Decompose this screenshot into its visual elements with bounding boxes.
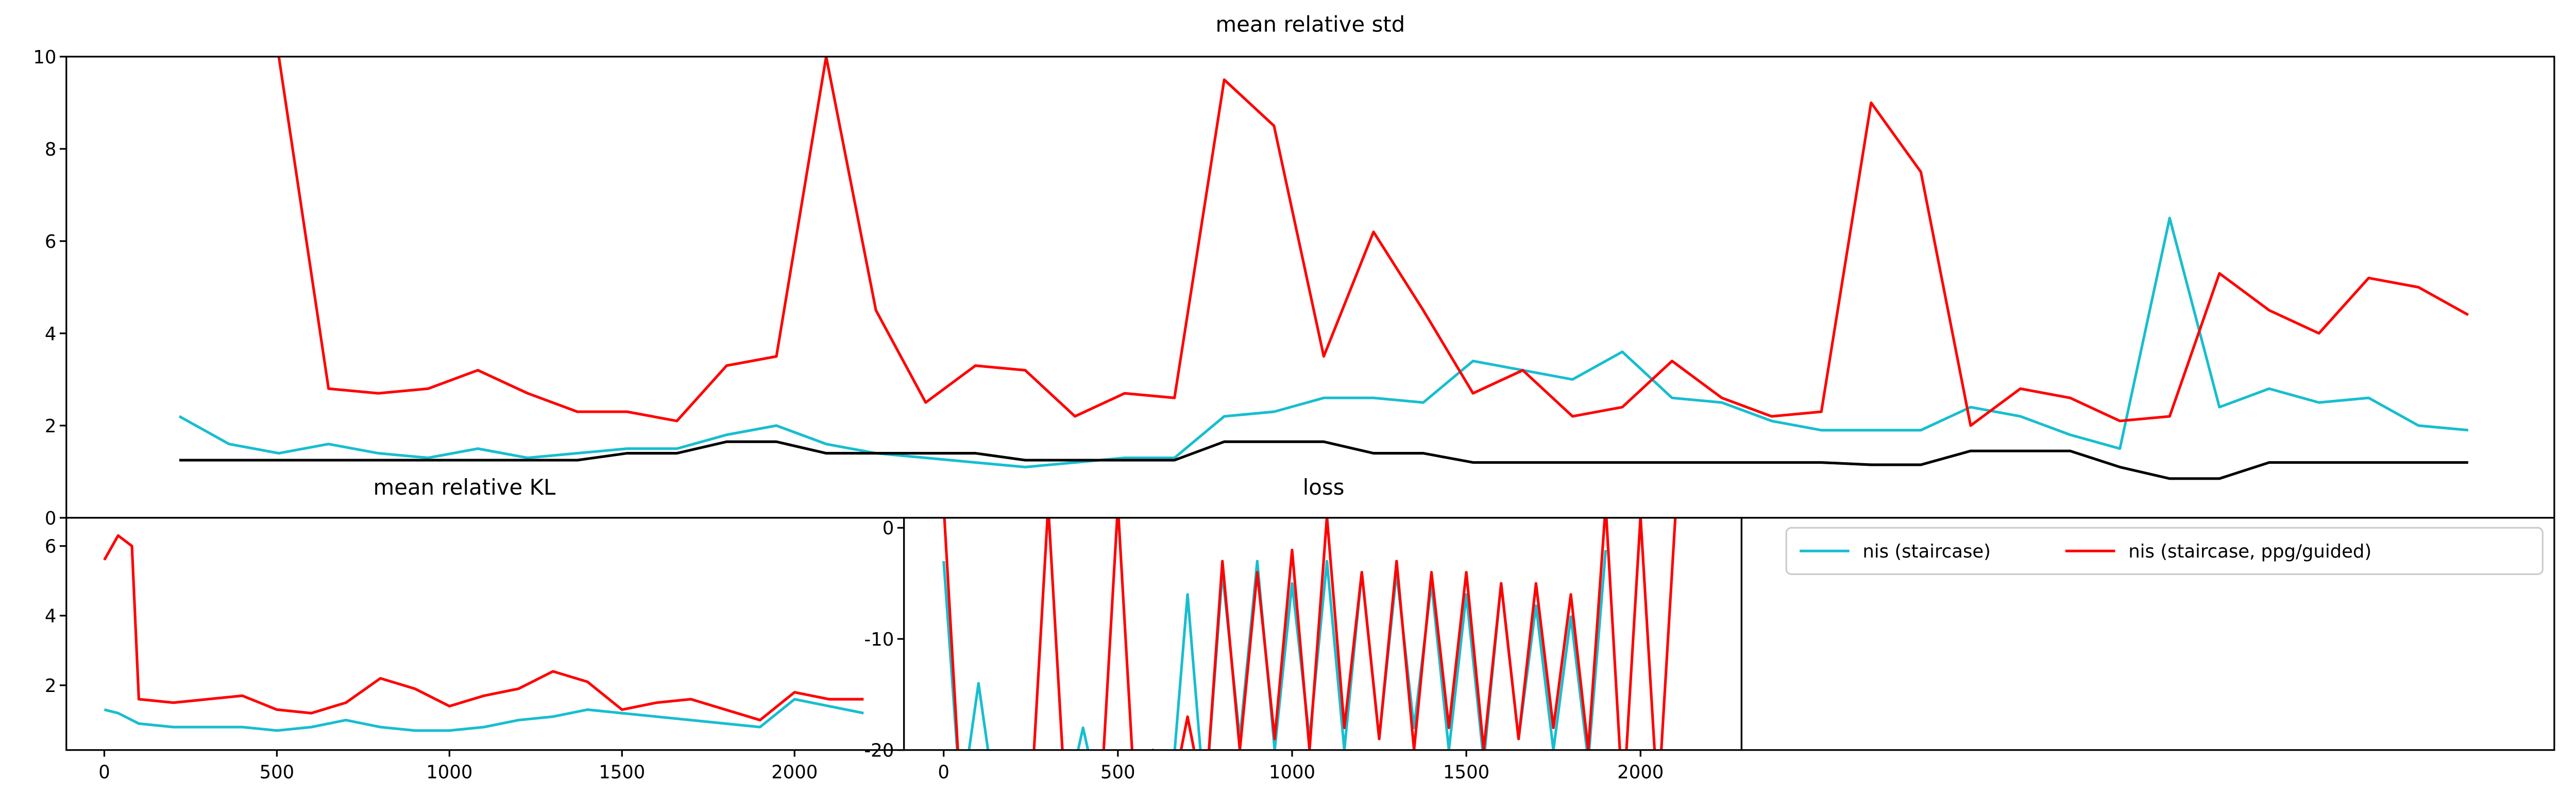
y-tick-label: 0: [883, 518, 894, 539]
y-tick-label: 2: [45, 416, 57, 437]
legend-box: [1785, 527, 2544, 575]
series-line: [179, 440, 2468, 480]
series-line: [104, 698, 864, 732]
plot-area: [178, 56, 2469, 480]
y-tick-label: -20: [864, 740, 894, 762]
x-tick-label: 1000: [1269, 762, 1315, 783]
plot-area: [942, 517, 1677, 750]
series-line: [103, 534, 864, 722]
x-tick-label: 1500: [599, 762, 645, 783]
x-tick-label: 2000: [1617, 762, 1664, 783]
y-tick-label: -10: [864, 629, 894, 650]
legend-label: nis (staircase, ppg/guided): [2128, 541, 2371, 562]
y-tick-label: 6: [45, 536, 57, 558]
y-tick-label: 6: [45, 231, 57, 252]
x-tick-label: 500: [1100, 762, 1136, 783]
x-tick-label: 500: [260, 762, 295, 783]
y-tick-label: 2: [45, 676, 57, 697]
legend-panel: [1740, 517, 2555, 751]
y-tick-label: 4: [45, 324, 57, 345]
x-tick-label: 1500: [1443, 762, 1489, 783]
chart-title: loss: [1303, 475, 1345, 500]
axes-frame: [903, 517, 1742, 751]
y-tick-label: 8: [45, 139, 57, 160]
chart-title: mean relative std: [1215, 12, 1405, 37]
x-tick-label: 0: [98, 762, 110, 783]
y-tick-label: 4: [45, 606, 57, 627]
chart-title: mean relative KL: [373, 475, 556, 500]
axes-frame: [65, 517, 905, 751]
x-tick-label: 0: [938, 762, 950, 783]
y-tick-label: 10: [33, 47, 56, 68]
series-line: [277, 56, 2469, 427]
series-line: [178, 216, 2469, 469]
legend-label: nis (staircase): [1862, 541, 1991, 562]
x-tick-label: 2000: [771, 762, 818, 783]
y-tick-label: 0: [45, 508, 57, 529]
x-tick-label: 1000: [426, 762, 472, 783]
axes-frame: [65, 56, 2555, 519]
series-line: [943, 517, 1677, 750]
plot-area: [103, 534, 864, 732]
